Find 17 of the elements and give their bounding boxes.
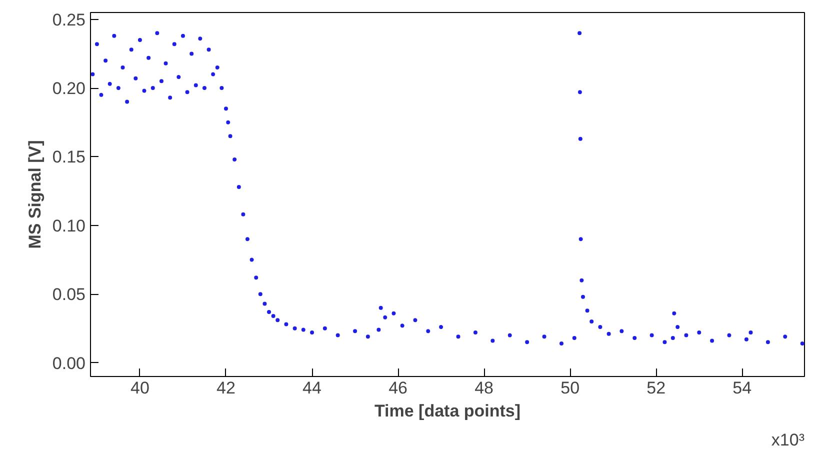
- x-tick-label: 42: [216, 378, 236, 398]
- x-tick-label: 44: [302, 378, 322, 398]
- y-tick-label: 0.10: [52, 216, 86, 236]
- text: x10³: [771, 430, 805, 450]
- y-tick-label: 0.15: [52, 148, 86, 167]
- x-tick-label: 50: [560, 378, 580, 398]
- x-axis-title: Time [data points]: [374, 402, 521, 420]
- y-tick-label: 0.20: [52, 79, 86, 98]
- x-tick-label: 46: [388, 378, 408, 398]
- y-tick-label: 0.00: [52, 354, 86, 373]
- x-tick-label: 54: [732, 378, 752, 398]
- y-tick-label: 0.05: [52, 285, 86, 304]
- x-tick-label: 48: [474, 378, 494, 398]
- x-tick-label: 40: [130, 378, 150, 398]
- y-tick-label: 0.25: [52, 10, 86, 30]
- y-axis-title: MS Signal [V]: [25, 140, 44, 249]
- x-tick-label: 52: [646, 378, 666, 398]
